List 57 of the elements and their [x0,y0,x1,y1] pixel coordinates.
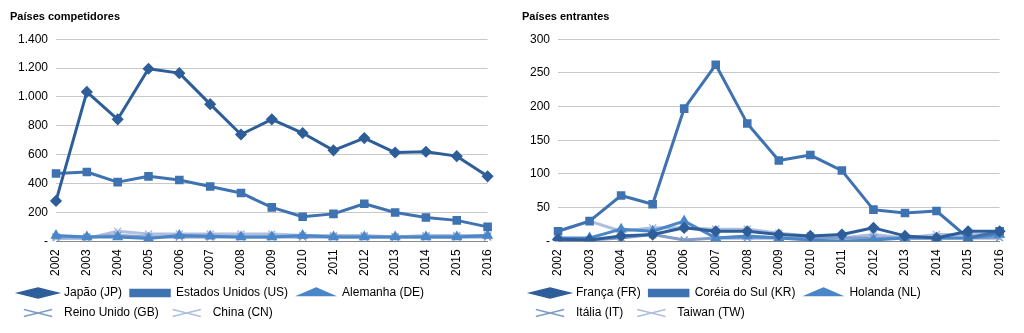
y-tick-label: 100 [529,166,551,181]
x-tick-label: 2013 [897,248,912,277]
legend-label: Japão (JP) [64,285,123,300]
x-tick-label: 2015 [960,248,975,277]
x-tick-label: 2006 [676,248,691,277]
legend-label: China (CN) [212,305,273,320]
x-tick-label: 2008 [233,248,248,277]
legend-label: Alemanha (DE) [342,285,425,300]
y-tick-label: 600 [28,147,49,161]
legend-label: Estados Unidos (US) [176,285,289,300]
y-tick-label: 1.000 [18,89,49,104]
y-tick-label: 800 [28,118,49,133]
y-tick-label: 300 [529,31,551,46]
legend-label: França (FR) [576,285,641,300]
y-tick-label: - [44,233,49,248]
x-tick-label: 2005 [140,248,155,277]
x-tick-label: 2007 [708,248,723,277]
y-tick-label: 250 [529,65,551,80]
legend-label: Holanda (NL) [849,285,921,300]
x-tick-label: 2009 [771,248,786,277]
y-tick-label: 1.200 [18,60,49,75]
legend-label: Taiwan (TW) [677,305,745,320]
x-tick-label: 2014 [418,248,433,277]
chart-title: Países entrantes [522,10,610,22]
y-tick-label: 400 [28,175,49,190]
y-tick-label: 50 [536,199,551,214]
x-tick-label: 2007 [202,248,217,277]
x-tick-label: 2002 [48,248,63,277]
legend-label: Reino Unido (GB) [64,305,159,320]
x-tick-label: 2011 [834,248,849,276]
x-tick-label: 2008 [739,248,754,277]
x-tick-label: 2010 [802,248,817,277]
y-tick-label: 150 [529,132,551,147]
x-tick-label: 2002 [550,248,565,277]
legend-label: Itália (IT) [576,305,624,320]
chart-title: Países competidores [10,10,121,22]
x-tick-label: 2013 [387,248,402,277]
x-tick-label: 2009 [264,248,279,277]
x-tick-label: 2004 [109,248,124,277]
y-tick-label: - [546,233,551,248]
legend-label: Coréia do Sul (KR) [694,285,796,300]
x-tick-label: 2016 [479,248,494,277]
y-tick-label: 200 [28,204,49,219]
x-tick-label: 2006 [171,248,186,277]
x-tick-label: 2012 [865,248,880,277]
x-tick-label: 2015 [449,248,464,277]
x-tick-label: 2016 [991,248,1006,277]
x-tick-label: 2004 [613,248,628,277]
x-tick-label: 2005 [644,248,659,277]
x-tick-label: 2011 [325,248,340,276]
x-tick-label: 2010 [294,248,309,277]
y-tick-label: 200 [529,98,551,113]
x-tick-label: 2014 [928,248,943,277]
x-tick-label: 2012 [356,248,371,277]
x-tick-label: 2003 [79,248,94,277]
y-tick-label: 1.400 [18,31,49,46]
x-tick-label: 2003 [581,248,596,277]
